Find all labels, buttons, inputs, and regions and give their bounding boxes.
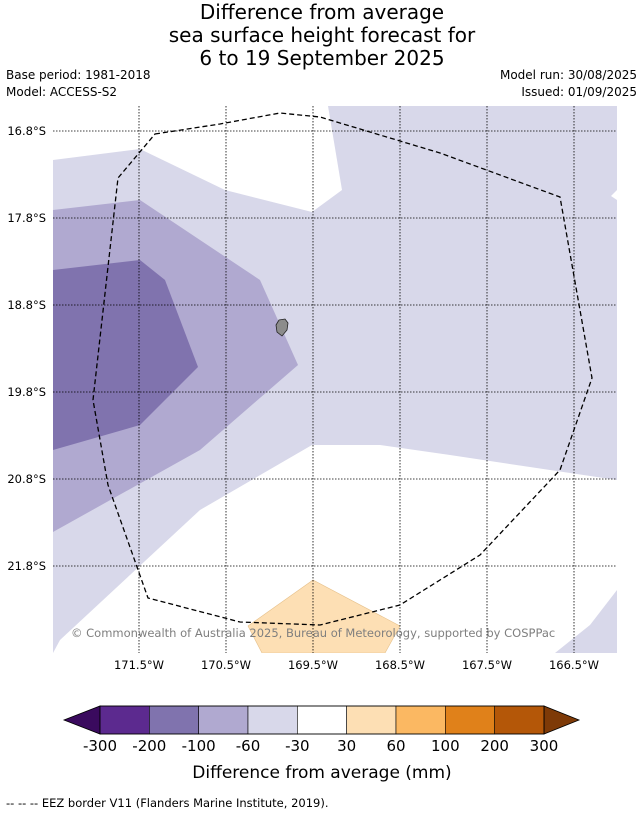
colorbar-tick-label: -100 xyxy=(182,737,216,755)
colorbar-tick-label: 30 xyxy=(337,737,356,755)
copyright-text: © Commonwealth of Australia 2025, Bureau… xyxy=(71,626,555,640)
issued-date: Issued: 01/09/2025 xyxy=(521,85,637,99)
colorbar-segment xyxy=(99,705,150,735)
graticule xyxy=(53,106,617,653)
lon-label: 167.5°W xyxy=(462,658,512,672)
chart-title: Difference from average sea surface heig… xyxy=(0,1,644,70)
colorbar-tick-label: -200 xyxy=(132,737,166,755)
lon-label: 171.5°W xyxy=(114,658,164,672)
colorbar-tick-label: 60 xyxy=(386,737,405,755)
colorbar-tick-label: 200 xyxy=(480,737,509,755)
colorbar-under-arrow xyxy=(62,705,101,735)
colorbar-tick-label: -60 xyxy=(236,737,261,755)
lon-label: 169.5°W xyxy=(288,658,338,672)
lat-label: 17.8°S xyxy=(7,211,46,225)
island-landmass xyxy=(275,318,289,337)
eez-border xyxy=(92,112,593,626)
title-line-2: sea surface height forecast for xyxy=(168,23,476,47)
contour-plus30 xyxy=(247,579,401,653)
latitude-labels: 16.8°S 17.8°S 18.8°S 19.8°S 20.8°S 21.8°… xyxy=(7,124,46,573)
anomaly-contours xyxy=(53,106,617,653)
title-line-1: Difference from average xyxy=(199,0,445,24)
colorbar-segment xyxy=(198,705,249,735)
lat-label: 19.8°S xyxy=(7,385,46,399)
contour-minus100 xyxy=(53,260,198,450)
colorbar-over-arrow xyxy=(543,705,581,735)
colorbar-outline xyxy=(99,705,545,735)
colorbar-tick-label: 300 xyxy=(530,737,559,755)
colorbar-tick-label: -300 xyxy=(83,737,117,755)
lat-label: 20.8°S xyxy=(7,472,46,486)
colorbar-segment xyxy=(247,705,298,735)
colorbar-segment xyxy=(297,705,347,735)
contour-minus30-corner xyxy=(555,590,617,653)
lon-label: 166.5°W xyxy=(549,658,599,672)
colorbar-segment xyxy=(149,705,199,735)
eez-legend-note: -- -- -- EEZ border V11 (Flanders Marine… xyxy=(6,796,329,810)
colorbar-segment xyxy=(445,705,495,735)
lat-label: 18.8°S xyxy=(7,298,46,312)
colorbar-segment xyxy=(346,705,397,735)
base-period: Base period: 1981-2018 xyxy=(6,68,151,82)
model-name: Model: ACCESS-S2 xyxy=(6,85,118,99)
longitude-labels: 171.5°W 170.5°W 169.5°W 168.5°W 167.5°W … xyxy=(114,658,599,672)
colorbar-tick-label: -30 xyxy=(285,737,310,755)
lon-label: 168.5°W xyxy=(375,658,425,672)
lon-label: 170.5°W xyxy=(201,658,251,672)
model-run: Model run: 30/08/2025 xyxy=(499,68,637,82)
colorbar-segment xyxy=(494,705,545,735)
colorbar-tick-label: 100 xyxy=(431,737,460,755)
colorbar-segment xyxy=(395,705,446,735)
title-line-3: 6 to 19 September 2025 xyxy=(199,46,445,70)
colorbar-label: Difference from average (mm) xyxy=(192,763,451,783)
lat-label: 21.8°S xyxy=(7,559,46,573)
lat-label: 16.8°S xyxy=(7,124,46,138)
colorbar: -300 -200 -100 -60 -30 30 60 100 200 300 Differen… xyxy=(62,705,581,783)
